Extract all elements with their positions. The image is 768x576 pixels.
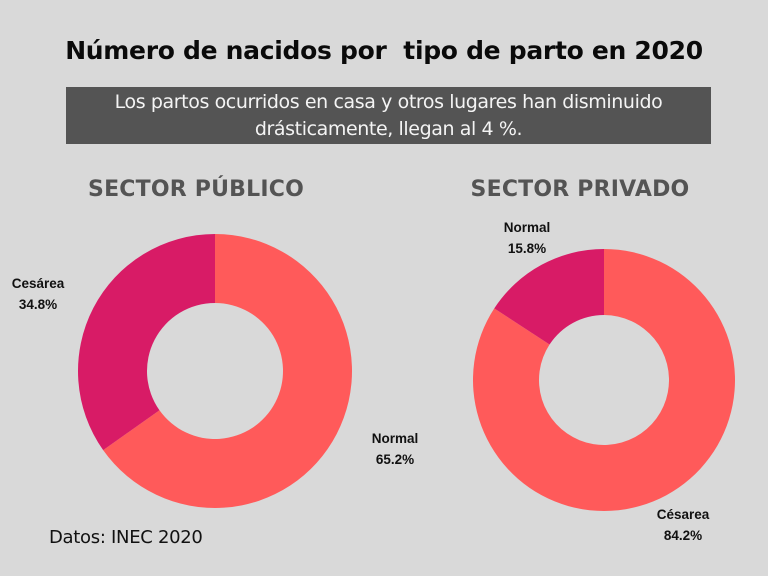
subtitle-line-2: drásticamente, llegan al 4 %. xyxy=(254,118,523,140)
label-publico-cesarea-name: Cesárea xyxy=(11,276,65,291)
label-publico-normal-name: Normal xyxy=(371,431,419,446)
chart-title-sector-privado: SECTOR PRIVADO xyxy=(470,177,690,202)
chart-title-sector-publico: SECTOR PÚBLICO xyxy=(88,177,304,202)
label-privado-cesarea: Césarea 84.2% xyxy=(657,504,710,546)
label-publico-cesarea-value: 34.8% xyxy=(18,297,58,312)
label-privado-normal: Normal 15.8% xyxy=(504,217,551,259)
label-privado-normal-value: 15.8% xyxy=(507,241,547,256)
data-source: Datos: INEC 2020 xyxy=(49,527,203,548)
label-privado-cesarea-name: Césarea xyxy=(656,507,710,522)
subtitle-banner: Los partos ocurridos en casa y otros lug… xyxy=(66,87,711,144)
donut-slice-publico-normal xyxy=(103,234,352,508)
donut-slice-privado-normal xyxy=(494,249,604,345)
label-publico-cesarea: Cesárea 34.8% xyxy=(12,273,65,315)
label-privado-cesarea-value: 84.2% xyxy=(663,528,703,543)
label-publico-normal-value: 65.2% xyxy=(375,452,415,467)
subtitle-line-1: Los partos ocurridos en casa y otros lug… xyxy=(114,91,663,113)
donut-slice-publico-cesarea xyxy=(77,234,215,451)
donut-slice-privado-cesarea xyxy=(472,249,735,511)
page-title: Número de nacidos por tipo de parto en 2… xyxy=(65,36,703,65)
label-privado-normal-name: Normal xyxy=(503,220,551,235)
label-publico-normal: Normal 65.2% xyxy=(372,428,419,470)
